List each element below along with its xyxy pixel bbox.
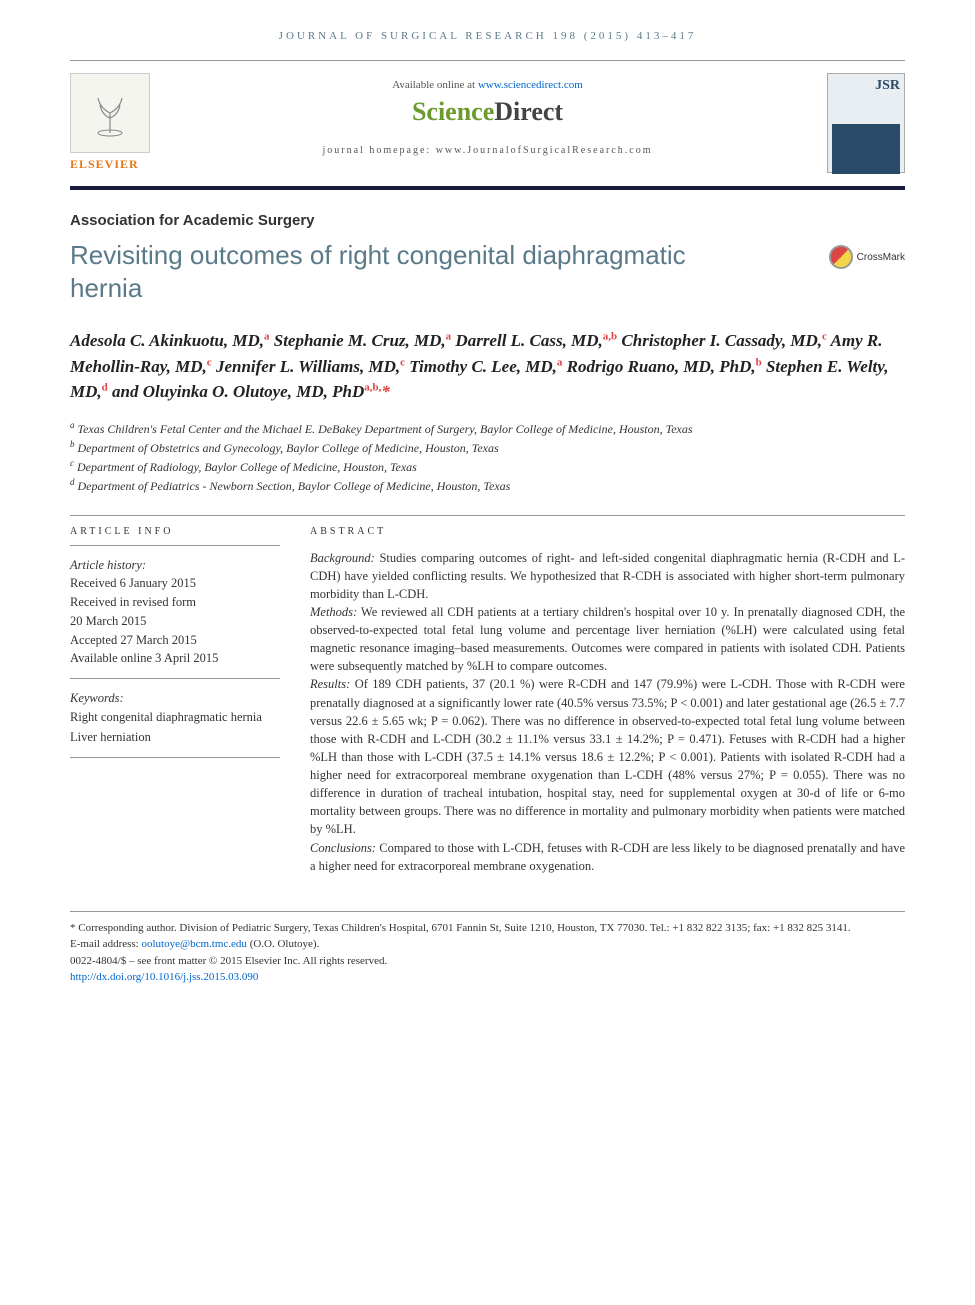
email-label: E-mail address: bbox=[70, 938, 141, 950]
article-info-column: ARTICLE INFO Article history: Received 6… bbox=[70, 515, 280, 875]
crossmark-label: CrossMark bbox=[857, 252, 905, 263]
copyright-line: 0022-4804/$ – see front matter © 2015 El… bbox=[70, 953, 905, 970]
journal-cover-bar bbox=[832, 124, 900, 174]
history-line: Received 6 January 2015 bbox=[70, 574, 280, 593]
abstract-section-text: Studies comparing outcomes of right- and… bbox=[310, 551, 905, 601]
journal-homepage-text: journal homepage: www.JournalofSurgicalR… bbox=[70, 145, 905, 156]
elsevier-text: ELSEVIER bbox=[70, 157, 160, 172]
crossmark-badge[interactable]: CrossMark bbox=[829, 245, 905, 269]
elsevier-logo: ELSEVIER bbox=[70, 73, 160, 172]
running-head: JOURNAL OF SURGICAL RESEARCH 198 (2015) … bbox=[70, 30, 905, 42]
affiliations-block: a Texas Children's Fetal Center and the … bbox=[70, 419, 905, 495]
keyword-line: Right congenital diaphragmatic hernia bbox=[70, 708, 280, 727]
keywords-label: Keywords: bbox=[70, 689, 280, 708]
abstract-body: Background: Studies comparing outcomes o… bbox=[310, 545, 905, 875]
crossmark-icon bbox=[829, 245, 853, 269]
title-row: Revisiting outcomes of right congenital … bbox=[70, 239, 905, 304]
header-box: ELSEVIER Available online at www.science… bbox=[70, 60, 905, 190]
abstract-head: ABSTRACT bbox=[310, 516, 905, 545]
sciencedirect-link[interactable]: www.sciencedirect.com bbox=[478, 79, 583, 91]
keyword-line: Liver herniation bbox=[70, 728, 280, 747]
history-line: Received in revised form bbox=[70, 593, 280, 612]
abstract-section: Results: Of 189 CDH patients, 37 (20.1 %… bbox=[310, 675, 905, 838]
sd-logo-sci: Science bbox=[412, 97, 494, 126]
affiliation-line: b Department of Obstetrics and Gynecolog… bbox=[70, 438, 905, 457]
abstract-section: Background: Studies comparing outcomes o… bbox=[310, 549, 905, 603]
sd-logo-dir: Direct bbox=[494, 97, 563, 126]
article-title: Revisiting outcomes of right congenital … bbox=[70, 239, 750, 304]
history-line: 20 March 2015 bbox=[70, 612, 280, 631]
doi-link[interactable]: http://dx.doi.org/10.1016/j.jss.2015.03.… bbox=[70, 971, 258, 983]
affiliation-line: d Department of Pediatrics - Newborn Sec… bbox=[70, 476, 905, 495]
abstract-section-text: We reviewed all CDH patients at a tertia… bbox=[310, 605, 905, 673]
abstract-section: Methods: We reviewed all CDH patients at… bbox=[310, 603, 905, 676]
abstract-column: ABSTRACT Background: Studies comparing o… bbox=[310, 515, 905, 875]
elsevier-tree-icon bbox=[70, 73, 150, 153]
abstract-section-label: Background: bbox=[310, 551, 375, 565]
email-line: E-mail address: oolutoye@bcm.tmc.edu (O.… bbox=[70, 936, 905, 953]
affiliation-line: c Department of Radiology, Baylor Colleg… bbox=[70, 457, 905, 476]
abstract-section-text: Of 189 CDH patients, 37 (20.1 %) were R-… bbox=[310, 677, 905, 836]
two-column-layout: ARTICLE INFO Article history: Received 6… bbox=[70, 515, 905, 875]
article-history-block: Article history: Received 6 January 2015… bbox=[70, 545, 280, 680]
email-suffix: (O.O. Olutoye). bbox=[247, 938, 319, 950]
history-line: Accepted 27 March 2015 bbox=[70, 631, 280, 650]
history-label: Article history: bbox=[70, 556, 280, 575]
abstract-section-label: Conclusions: bbox=[310, 841, 376, 855]
authors-block: Adesola C. Akinkuotu, MD,a Stephanie M. … bbox=[70, 328, 905, 405]
footnotes: * Corresponding author. Division of Pedi… bbox=[70, 911, 905, 986]
affiliation-line: a Texas Children's Fetal Center and the … bbox=[70, 419, 905, 438]
sciencedirect-logo: ScienceDirect bbox=[70, 97, 905, 127]
keywords-block: Keywords: Right congenital diaphragmatic… bbox=[70, 679, 280, 758]
abstract-section-label: Results: bbox=[310, 677, 350, 691]
available-prefix: Available online at bbox=[392, 79, 478, 91]
available-online-text: Available online at www.sciencedirect.co… bbox=[70, 79, 905, 91]
article-info-head: ARTICLE INFO bbox=[70, 516, 280, 545]
abstract-section-text: Compared to those with L-CDH, fetuses wi… bbox=[310, 841, 905, 873]
header-center: Available online at www.sciencedirect.co… bbox=[70, 73, 905, 156]
section-label: Association for Academic Surgery bbox=[70, 212, 905, 229]
abstract-section-label: Methods: bbox=[310, 605, 357, 619]
history-line: Available online 3 April 2015 bbox=[70, 649, 280, 668]
journal-cover-abbrev: JSR bbox=[832, 78, 900, 94]
corresponding-author: * Corresponding author. Division of Pedi… bbox=[70, 920, 905, 937]
journal-cover-thumbnail: JSR bbox=[827, 73, 905, 173]
email-link[interactable]: oolutoye@bcm.tmc.edu bbox=[141, 938, 246, 950]
abstract-section: Conclusions: Compared to those with L-CD… bbox=[310, 839, 905, 875]
